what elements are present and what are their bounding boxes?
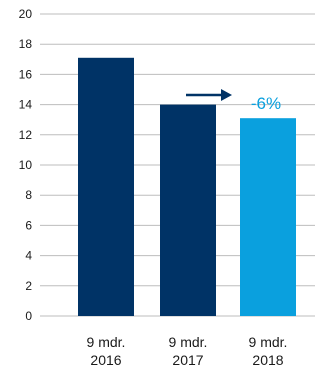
- y-axis-tick-labels: 0 2 4 6 8 10 12 14 16 18 20: [19, 7, 33, 323]
- y-tick-label: 10: [19, 158, 33, 172]
- y-tick-label: 14: [19, 98, 33, 112]
- y-tick-label: 4: [25, 249, 32, 263]
- x-category-label: 9 mdr.: [87, 334, 126, 350]
- bar: [160, 104, 216, 316]
- x-category-label: 9 mdr.: [249, 334, 288, 350]
- x-category-label: 2018: [252, 352, 283, 368]
- x-category-label: 9 mdr.: [169, 334, 208, 350]
- x-category-label: 2017: [172, 352, 203, 368]
- y-tick-label: 0: [25, 309, 32, 323]
- y-tick-label: 8: [25, 188, 32, 202]
- y-tick-label: 2: [25, 279, 32, 293]
- y-tick-label: 18: [19, 37, 33, 51]
- y-tick-label: 12: [19, 128, 33, 142]
- annotation-percent-change: -6%: [251, 94, 281, 113]
- bar: [240, 118, 296, 316]
- y-tick-label: 6: [25, 218, 32, 232]
- change-annotation: -6%: [186, 89, 281, 113]
- x-axis-category-labels: 9 mdr. 2016 9 mdr. 2017 9 mdr. 2018: [87, 334, 288, 368]
- x-category-label: 2016: [90, 352, 121, 368]
- bar: [78, 57, 134, 316]
- annotation-arrow-head: [221, 89, 232, 101]
- y-tick-label: 20: [19, 7, 33, 21]
- y-tick-label: 16: [19, 67, 33, 81]
- bars: [78, 57, 296, 316]
